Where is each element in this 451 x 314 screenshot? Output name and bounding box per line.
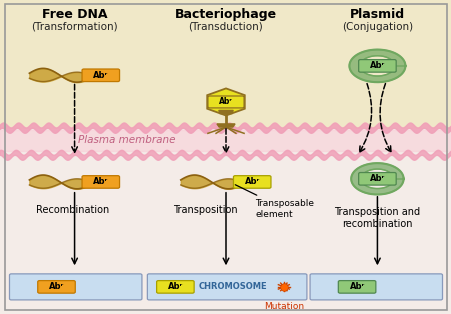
FancyBboxPatch shape [358, 172, 395, 185]
Text: Plasma membrane: Plasma membrane [78, 135, 175, 145]
FancyBboxPatch shape [37, 281, 75, 293]
FancyBboxPatch shape [233, 176, 271, 188]
Text: Free DNA: Free DNA [42, 8, 107, 21]
Text: (Conjugation): (Conjugation) [341, 22, 412, 32]
Text: Plasmid: Plasmid [349, 8, 404, 21]
Text: Transposition: Transposition [173, 205, 237, 215]
FancyBboxPatch shape [207, 96, 244, 108]
Text: Abʳ: Abʳ [349, 282, 364, 291]
FancyBboxPatch shape [358, 60, 395, 72]
FancyBboxPatch shape [156, 281, 194, 293]
FancyBboxPatch shape [82, 176, 119, 188]
Polygon shape [349, 50, 405, 82]
Text: Recombination: Recombination [36, 205, 109, 215]
Text: (Transformation): (Transformation) [31, 22, 118, 32]
Polygon shape [350, 163, 403, 194]
Text: Abʳ: Abʳ [49, 282, 64, 291]
FancyBboxPatch shape [309, 274, 442, 300]
Bar [0, 0, 451, 129]
Text: Abʳ: Abʳ [219, 97, 232, 106]
Text: CHROMOSOME: CHROMOSOME [198, 282, 267, 291]
Text: (Transduction): (Transduction) [188, 22, 263, 32]
Text: Abʳ: Abʳ [369, 174, 384, 183]
FancyBboxPatch shape [9, 274, 142, 300]
Text: Abʳ: Abʳ [369, 61, 384, 70]
Text: Abʳ: Abʳ [244, 177, 259, 187]
Polygon shape [207, 89, 244, 116]
FancyBboxPatch shape [337, 281, 375, 293]
FancyBboxPatch shape [147, 274, 306, 300]
Text: Mutation: Mutation [263, 302, 303, 311]
Text: Abʳ: Abʳ [167, 282, 183, 291]
Polygon shape [218, 111, 233, 114]
Text: Transposable
element: Transposable element [235, 185, 314, 219]
Text: Transposition and
recombination: Transposition and recombination [334, 207, 419, 229]
Text: Abʳ: Abʳ [93, 71, 108, 80]
Bar [0, 129, 451, 314]
Text: Bacteriophage: Bacteriophage [175, 8, 276, 21]
Text: Abʳ: Abʳ [93, 177, 108, 187]
FancyBboxPatch shape [82, 69, 119, 82]
Polygon shape [216, 124, 235, 127]
